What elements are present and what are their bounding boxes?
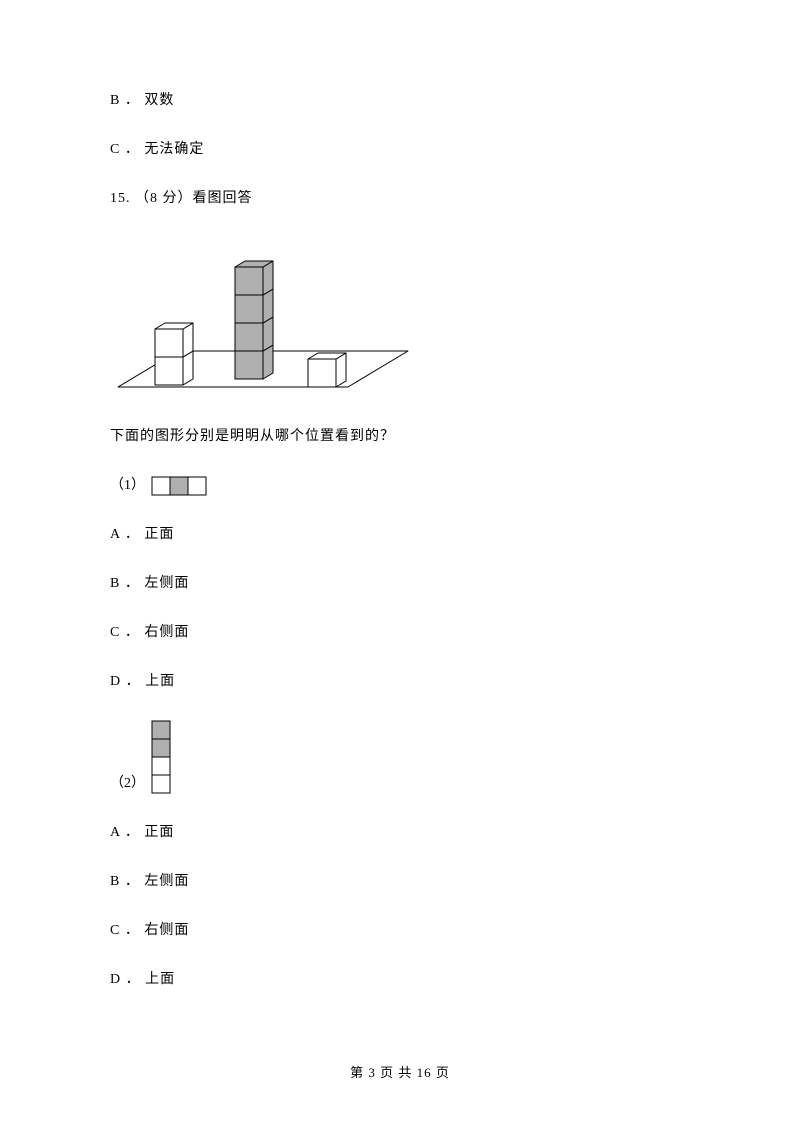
q2-option-d: D ． 上面	[110, 969, 690, 990]
q1-option-b: B ． 左侧面	[110, 573, 690, 594]
option-b: B ． 双数	[110, 90, 690, 111]
main-figure	[110, 237, 690, 402]
q2-option-b: B ． 左侧面	[110, 871, 690, 892]
q2-option-c: C ． 右侧面	[110, 920, 690, 941]
question-15: 15. （8 分）看图回答	[110, 188, 690, 209]
page-footer: 第 3 页 共 16 页	[0, 1063, 800, 1083]
sub2-figure	[151, 720, 171, 794]
q1-option-c: C ． 右侧面	[110, 622, 690, 643]
question-prompt: 下面的图形分别是明明从哪个位置看到的？	[110, 426, 690, 447]
sub2-label: （2）	[110, 773, 145, 794]
option-c: C ． 无法确定	[110, 139, 690, 160]
q1-option-d: D ． 上面	[110, 671, 690, 692]
sub1-figure	[151, 476, 207, 496]
sub1-label: （1）	[110, 475, 145, 496]
q1-option-a: A ． 正面	[110, 524, 690, 545]
sub-question-2: （2）	[110, 720, 690, 794]
sub-question-1: （1）	[110, 475, 690, 496]
q2-option-a: A ． 正面	[110, 822, 690, 843]
